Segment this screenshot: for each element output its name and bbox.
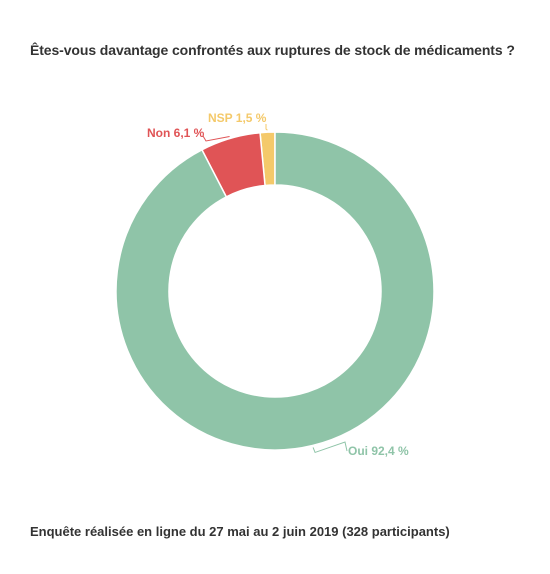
slice-label-oui: Oui 92,4 % (348, 444, 409, 458)
slice-oui (115, 131, 435, 451)
donut-slices (115, 131, 435, 451)
slice-label-non: Non 6,1 % (147, 126, 205, 140)
leader-line-oui (312, 441, 348, 454)
slice-label-nsp: NSP 1,5 % (208, 111, 267, 125)
slice-labels: NSP 1,5 %Non 6,1 % Oui 92,4 % (147, 111, 409, 458)
chart-title: Êtes-vous davantage confrontés aux ruptu… (30, 42, 515, 58)
label-leader-lines (202, 124, 348, 454)
leader-line-non (202, 135, 230, 142)
chart-footnote: Enquête réalisée en ligne du 27 mai au 2… (30, 524, 450, 539)
leader-line-nsp (265, 124, 268, 131)
